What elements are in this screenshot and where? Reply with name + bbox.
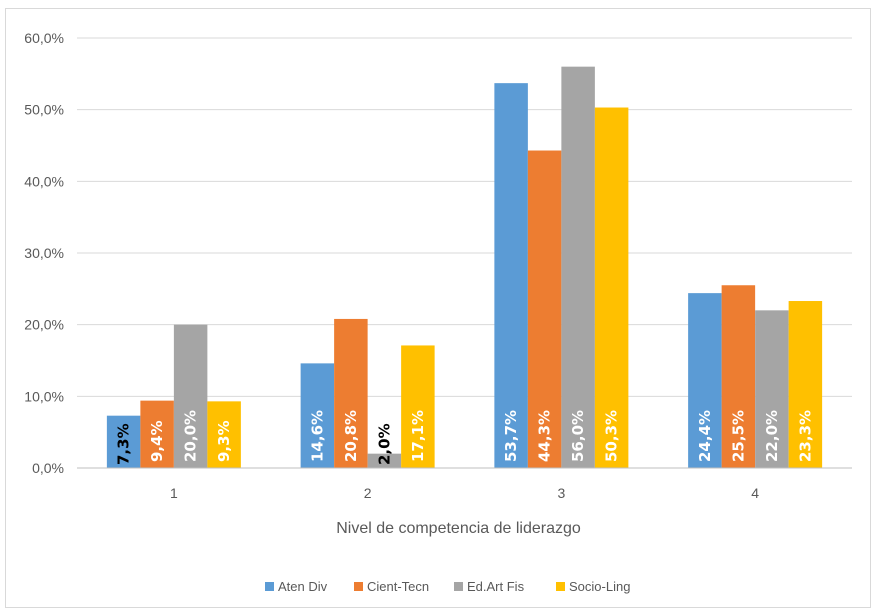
legend-label: Aten Div	[278, 579, 328, 594]
data-label: 9,3%	[215, 420, 233, 462]
x-tick-label: 1	[170, 485, 178, 501]
x-tick-label: 3	[557, 485, 565, 501]
data-label: 20,8%	[342, 410, 360, 462]
data-label: 44,3%	[536, 410, 554, 462]
bar	[401, 345, 435, 468]
data-label: 2,0%	[375, 423, 393, 465]
x-axis-ticks: 1 2 3 4	[170, 485, 759, 501]
y-axis-ticks: 0,0% 10,0% 20,0% 30,0% 40,0% 50,0% 60,0%	[24, 30, 64, 476]
bar	[721, 285, 756, 468]
bars	[106, 66, 823, 469]
x-axis-title: Nivel de competencia de liderazgo	[336, 520, 581, 537]
bar	[207, 401, 241, 468]
y-tick-label: 20,0%	[24, 317, 64, 333]
legend-swatch	[354, 582, 363, 591]
bar	[106, 415, 141, 468]
x-tick-label: 4	[751, 485, 759, 501]
data-labels: 7,3% 9,4% 20,0% 9,3% 14,6% 20,8% 2,0% 17,1% 53,7…	[115, 410, 815, 465]
data-label: 25,5%	[729, 410, 747, 462]
legend-swatch	[556, 582, 565, 591]
y-tick-label: 10,0%	[24, 388, 64, 404]
legend: Aten Div Cient-Tecn Ed.Art Fis Socio-Ling	[265, 579, 630, 594]
data-label: 23,3%	[796, 410, 814, 462]
data-label: 24,4%	[696, 410, 714, 462]
y-tick-label: 60,0%	[24, 30, 64, 46]
bar	[561, 66, 595, 469]
y-tick-label: 40,0%	[24, 173, 64, 189]
data-label: 14,6%	[308, 410, 326, 462]
data-label: 9,4%	[148, 420, 166, 462]
bar	[140, 400, 174, 468]
data-label: 17,1%	[409, 410, 427, 462]
bar	[367, 453, 402, 468]
legend-label: Ed.Art Fis	[467, 579, 525, 594]
data-label: 53,7%	[502, 410, 520, 462]
bar	[688, 293, 722, 468]
bar	[788, 301, 823, 468]
data-label: 7,3%	[115, 423, 133, 465]
data-label: 22,0%	[763, 410, 781, 462]
data-label: 50,3%	[603, 410, 621, 462]
legend-label: Socio-Ling	[569, 579, 630, 594]
data-label: 56,0%	[569, 410, 587, 462]
x-tick-label: 2	[364, 485, 372, 501]
bar	[755, 310, 789, 468]
y-tick-label: 50,0%	[24, 102, 64, 118]
legend-label: Cient-Tecn	[367, 579, 429, 594]
legend-swatch	[454, 582, 463, 591]
bar	[527, 150, 562, 468]
bar	[300, 363, 335, 468]
y-tick-label: 30,0%	[24, 245, 64, 261]
bar	[173, 324, 208, 468]
y-tick-label: 0,0%	[32, 460, 64, 476]
bar	[494, 83, 528, 469]
bar	[594, 107, 629, 469]
bar	[334, 318, 368, 468]
legend-swatch	[265, 582, 274, 591]
data-label: 20,0%	[182, 410, 200, 462]
